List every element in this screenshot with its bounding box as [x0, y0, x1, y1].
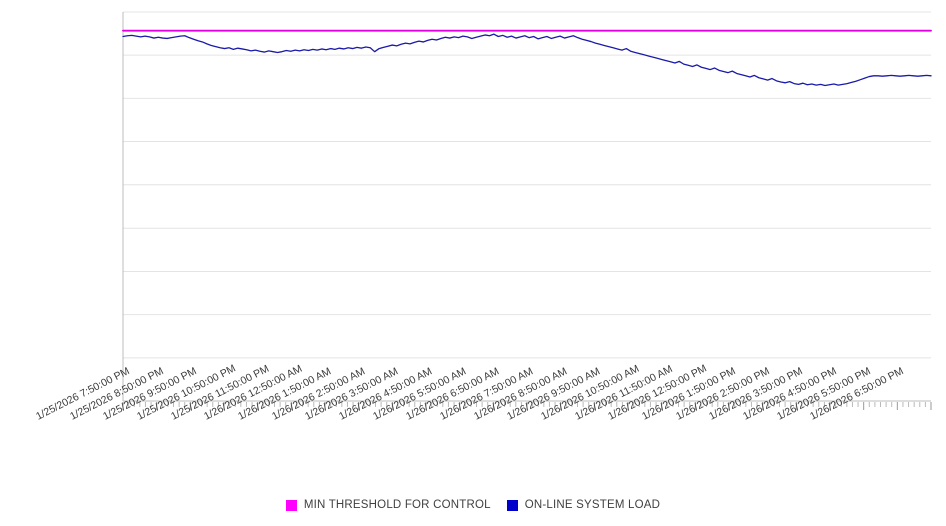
- series-line-on-line-system-load: [122, 33, 932, 87]
- legend-entry-on-line-system-load[interactable]: ON-LINE SYSTEM LOAD: [506, 499, 661, 511]
- data-series: [122, 29, 932, 87]
- legend-label-on-line-system-load: ON-LINE SYSTEM LOAD: [524, 499, 661, 511]
- x-axis-ticks: [122, 402, 932, 410]
- legend-entry-min-threshold-for-control[interactable]: MIN THRESHOLD FOR CONTROL: [285, 499, 491, 511]
- axis-lines: [122, 12, 931, 402]
- gridlines: [123, 11, 931, 402]
- legend-swatch-magenta: [285, 499, 297, 511]
- legend-label-min-threshold-for-control: MIN THRESHOLD FOR CONTROL: [303, 499, 491, 511]
- chart-legend: MIN THRESHOLD FOR CONTROL ON-LINE SYSTEM…: [0, 494, 946, 516]
- legend-swatch-blue: [506, 499, 518, 511]
